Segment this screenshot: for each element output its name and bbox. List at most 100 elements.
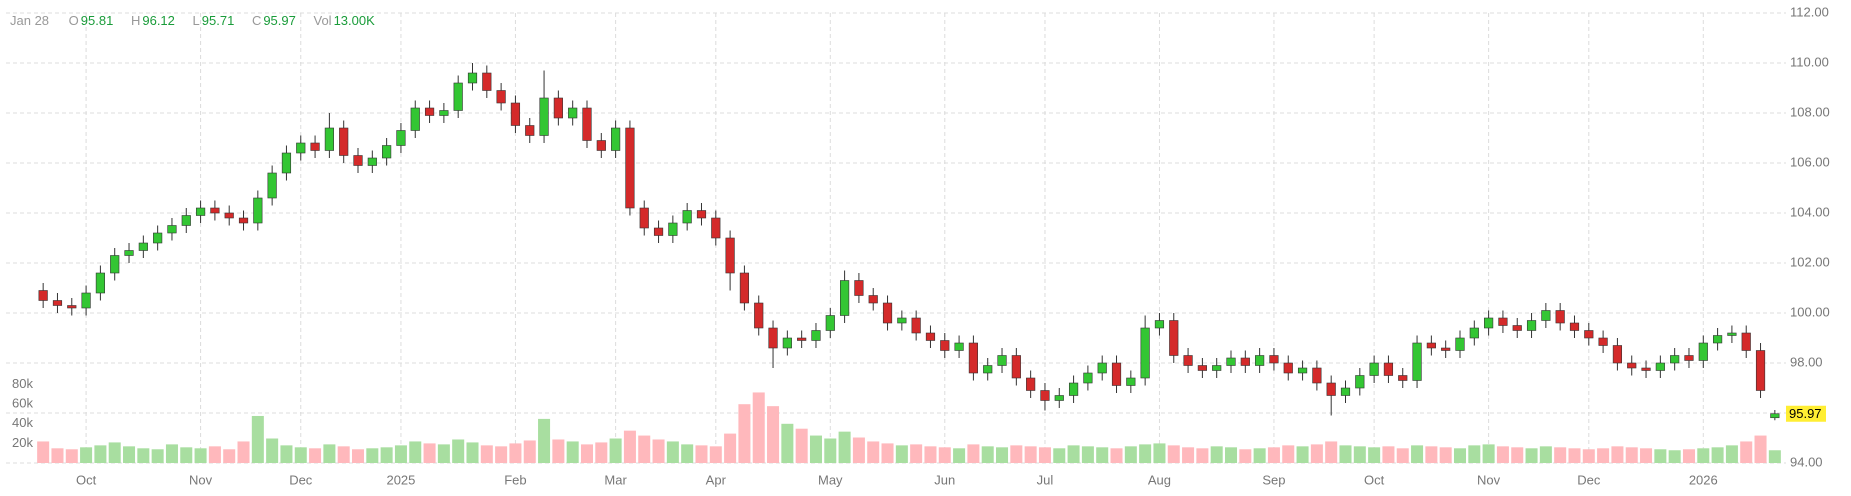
y-tick-label: 112.00 (1790, 4, 1829, 19)
volume-bar (924, 446, 937, 463)
x-tick-label: Dec (1577, 472, 1601, 487)
volume-bar (394, 445, 407, 463)
volume-bar (595, 442, 608, 463)
volume-bar (1153, 443, 1166, 463)
open-label: O (68, 13, 79, 28)
volume-bar (852, 437, 865, 463)
volume-bar (623, 430, 636, 463)
candle-body (281, 152, 292, 174)
x-tick-label: Mar (604, 472, 627, 487)
candle-body (339, 127, 349, 156)
volume-bar (509, 443, 522, 463)
volume-bar (323, 444, 336, 463)
volume-bar (80, 447, 93, 463)
candle-body (782, 337, 792, 349)
candle-body (1641, 367, 1651, 371)
volume-bar (495, 446, 508, 463)
volume-bar (838, 431, 851, 463)
candle-body (496, 90, 506, 104)
volume-bar (1554, 447, 1567, 463)
volume-bar (1611, 446, 1624, 463)
candle-body (768, 327, 778, 349)
low-value: 95.71 (201, 13, 235, 28)
y-tick-label: 100.00 (1790, 304, 1830, 319)
volume-bar (51, 448, 64, 463)
candle-body (868, 295, 878, 304)
candle-body (1383, 362, 1394, 376)
candle-body (954, 342, 964, 351)
volume-bar (981, 446, 994, 463)
candle-body (67, 305, 77, 309)
volume-bar (151, 449, 164, 463)
candle-body (1226, 357, 1236, 366)
volume-bar (895, 445, 908, 463)
volume-bar (1396, 448, 1409, 463)
volume-bar (1482, 444, 1495, 463)
volume-bar (337, 446, 350, 463)
y-tick-label: 108.00 (1790, 104, 1830, 119)
x-tick-label: Sep (1262, 472, 1285, 487)
candle-body (1398, 375, 1408, 381)
volume-bar (795, 428, 808, 463)
volume-bar (1511, 447, 1524, 463)
volume-bar (538, 418, 551, 463)
volume-bar (1024, 446, 1037, 463)
candle-body (1526, 320, 1537, 331)
volume-bar (738, 404, 751, 463)
candle-body (1469, 327, 1479, 339)
candle-body (625, 127, 635, 209)
volume-bar (867, 441, 880, 463)
x-tick-label: May (818, 472, 843, 487)
candle-body (1670, 355, 1680, 364)
candle-body (1426, 342, 1436, 349)
candle-body (1541, 310, 1551, 321)
candle-body (1326, 382, 1336, 396)
volume-bar (380, 447, 393, 463)
candle-body (1484, 317, 1494, 329)
volume-bar (251, 415, 264, 463)
candle-body (582, 107, 592, 141)
volume-bar (1453, 448, 1467, 463)
open-value: 95.81 (80, 13, 114, 28)
candle-body (1240, 357, 1250, 366)
x-tick-label: Dec (289, 472, 313, 487)
candle-body (167, 225, 177, 234)
volume-bar (280, 445, 293, 463)
volume-bar (1167, 445, 1180, 463)
volume-bar (1496, 446, 1509, 463)
volume-bar (1196, 448, 1209, 463)
y-tick-label: 102.00 (1790, 254, 1830, 269)
candle-body (124, 250, 134, 256)
volume-bar (1697, 448, 1710, 463)
candle-body (1555, 310, 1565, 324)
candle-body (897, 317, 907, 324)
volume-bar (552, 439, 565, 463)
volume-bar (409, 441, 422, 463)
high-label: H (130, 13, 141, 28)
volume-bar (1296, 446, 1309, 463)
candle-body (553, 97, 563, 119)
candle-body (1741, 332, 1751, 351)
x-tick-label: Nov (1477, 472, 1501, 487)
volume-tick-label: 40k (12, 415, 33, 430)
candle-body (1283, 362, 1293, 374)
volume-bar (1725, 445, 1738, 463)
candle-body (1598, 337, 1608, 346)
last-price-tag (1786, 405, 1826, 422)
volume-bar (881, 443, 894, 463)
candle-body (1054, 395, 1064, 401)
x-tick-label: Oct (1364, 472, 1385, 487)
volume-bar (910, 444, 923, 463)
volume-bar (1568, 448, 1581, 463)
volume-bar (1210, 446, 1223, 463)
volume-bar (480, 445, 493, 463)
volume-bar (1539, 446, 1552, 463)
volume-bar (309, 448, 322, 463)
volume-bar (967, 444, 980, 463)
candle-body (1770, 413, 1780, 419)
candle-body (510, 102, 521, 126)
volume-bar (666, 441, 679, 463)
volume-bar (1010, 445, 1023, 463)
volume-tick-label: 60k (12, 396, 33, 411)
candle-body (983, 365, 993, 374)
